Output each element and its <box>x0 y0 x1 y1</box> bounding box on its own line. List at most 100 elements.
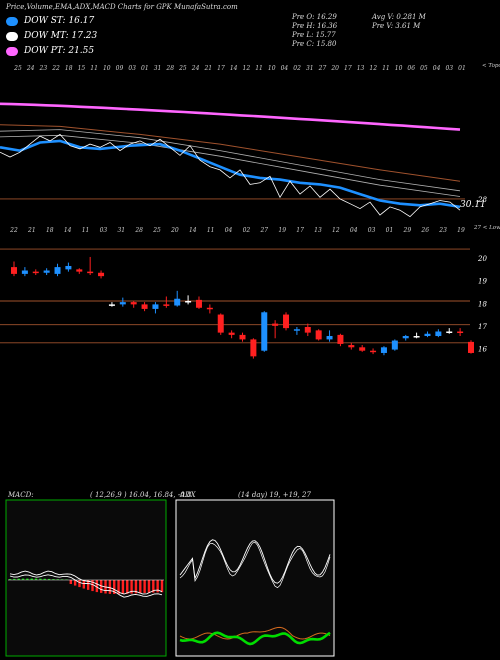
macd-hist-bar <box>73 580 77 586</box>
x-tick-label: 17 <box>296 227 304 234</box>
macd-hist-bar <box>39 578 42 580</box>
plus-di-line <box>179 631 331 646</box>
x-tick-label: 18 <box>46 227 54 234</box>
legend-label: DOW PT: 21.55 <box>24 46 95 56</box>
ema-grey-line <box>0 134 461 197</box>
adx-params: (14 day) 19, +19, 27 <box>238 491 311 499</box>
ema-short-line <box>0 139 461 209</box>
x-tick-label: 04 <box>433 65 441 72</box>
x-tick-label: 12 <box>369 65 377 72</box>
candle-body <box>239 334 246 340</box>
candle-body <box>98 272 105 277</box>
macd-hist-bar <box>52 579 55 580</box>
macd-line <box>9 574 163 598</box>
top-right-label: < Topo <box>482 63 500 69</box>
x-tick-label: 14 <box>64 227 72 234</box>
x-tick-label: 17 <box>344 65 352 72</box>
macd-hist-bar <box>78 580 81 588</box>
x-tick-label: 10 <box>103 65 111 72</box>
candle-body <box>457 331 464 333</box>
x-tick-label: 11 <box>90 65 98 72</box>
x-tick-label: 21 <box>27 227 36 234</box>
candle-body <box>337 334 344 344</box>
candlestick-panel: 22 21 18 14 11 03 31 28 25 20 14 11 04 02 27 19 17 13 12 04… <box>0 225 500 359</box>
x-tick-label: 03 <box>368 227 376 234</box>
candle-body <box>413 336 420 338</box>
y-tick-label: 17 <box>478 323 487 331</box>
candle-body <box>217 314 224 333</box>
price-line <box>0 133 461 218</box>
top-right-label: 27 < Lowest <box>473 225 500 231</box>
x-tick-label: 13 <box>357 65 365 72</box>
candle-body <box>370 350 377 353</box>
macd-hist-bar <box>13 578 16 580</box>
x-tick-label: 12 <box>243 65 251 72</box>
candle-body <box>468 341 474 353</box>
level-label: 30.11 <box>460 200 486 210</box>
x-tick-label: 22 <box>51 65 60 72</box>
candle-body <box>304 326 311 333</box>
x-tick-label: 19 <box>457 227 465 234</box>
macd-hist-bar <box>69 580 72 584</box>
x-tick-label: 19 <box>278 227 286 234</box>
ema-price-panel: 25 24 23 22 18 15 11 10 09 03 01 31 28 25 24 21 17 14 12 11… <box>0 63 500 218</box>
macd-hist-bar <box>126 580 129 594</box>
macd-hist-bar <box>156 580 159 593</box>
candle-body <box>402 336 409 339</box>
x-tick-label: 20 <box>330 65 339 72</box>
candle-body <box>185 301 192 303</box>
x-tick-label: 06 <box>407 65 415 72</box>
macd-hist-bar <box>34 578 38 580</box>
x-tick-label: 04 <box>281 65 289 72</box>
legend-dow-st: DOW ST: 16.17 <box>6 15 94 27</box>
macd-hist-bar <box>143 580 146 593</box>
macd-hist-bar <box>30 578 33 580</box>
candle-body <box>152 304 159 309</box>
candle-body <box>261 312 268 351</box>
level-label: 28 <box>477 196 487 204</box>
macd-hist-bar <box>47 578 51 580</box>
x-tick-label: 29 <box>403 227 412 234</box>
macd-hist-bar <box>43 578 46 580</box>
macd-hist-bar <box>160 580 164 593</box>
ohlc-volume: Pre V: 3.61 M <box>372 22 421 30</box>
macd-hist-bar <box>108 580 112 594</box>
x-tick-label: 24 <box>26 65 35 72</box>
candle-body <box>424 333 431 337</box>
x-tick-label: 23 <box>39 65 48 72</box>
candle-body <box>119 302 126 305</box>
x-tick-label: 28 <box>165 65 174 72</box>
x-tick-label: 04 <box>350 227 358 234</box>
x-tick-label: 10 <box>268 65 276 72</box>
macd-signal-line <box>9 570 163 595</box>
macd-hist-bar <box>139 580 142 594</box>
candle-body <box>43 270 50 273</box>
macd-hist-bar <box>113 580 116 594</box>
candle-body <box>380 347 387 353</box>
macd-hist-bar <box>86 580 90 590</box>
macd-hist-bar <box>21 578 25 580</box>
x-tick-label: 22 <box>9 227 18 234</box>
ohlc-open: Pre O: 16.29 <box>292 13 337 21</box>
x-tick-label: 24 <box>191 65 200 72</box>
candle-body <box>326 336 333 340</box>
x-tick-label: 23 <box>438 227 447 234</box>
x-tick-label: 10 <box>395 65 403 72</box>
adx-line <box>179 539 331 584</box>
macd-hist-bar <box>8 579 12 580</box>
macd-hist-bar <box>95 580 99 593</box>
x-tick-label: 12 <box>332 227 340 234</box>
macd-title: MACD: <box>7 491 34 499</box>
candle-body <box>250 339 257 357</box>
macd-hist-bar <box>117 580 120 594</box>
x-tick-label: 03 <box>100 227 108 234</box>
candle-body <box>65 265 72 270</box>
ohlc-low: Pre L: 15.77 <box>292 31 336 39</box>
x-tick-label: 31 <box>117 227 125 234</box>
x-tick-label: 11 <box>82 227 90 234</box>
ohlc-close: Pre C: 15.80 <box>292 40 337 48</box>
macd-hist-bar <box>26 578 29 580</box>
ohlc-avg-volume: Avg V: 0.281 M <box>372 13 426 21</box>
y-tick-label: 20 <box>477 255 487 263</box>
